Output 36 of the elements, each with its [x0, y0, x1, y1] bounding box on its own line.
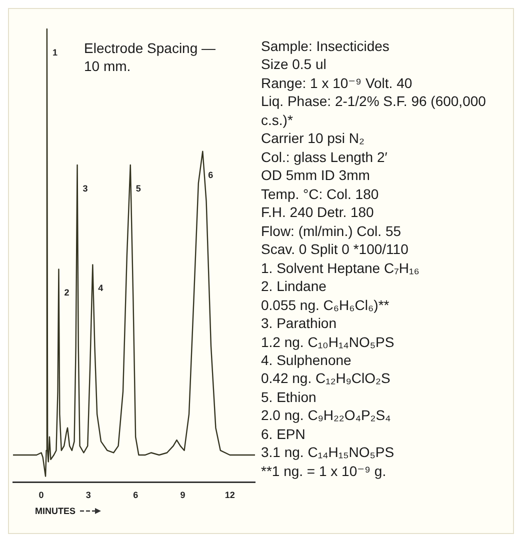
text: Liq. Phase: 2-1/2% S.F. 96 (600,000 c.s.)*: [261, 92, 487, 130]
text: 3.1 ng. C₁₄H₁₅NO₅PS: [261, 443, 396, 462]
text: 0.42 ng. C₁₂H₉ClO₂S: [261, 369, 392, 388]
text: Sample: Insecticides: [261, 37, 390, 56]
text: Temp. °C: Col. 180: [261, 184, 380, 204]
text: 1.2 ng. C₁₀H₁₄NO₅PS: [261, 332, 396, 351]
text: 4. Sulphenone: [261, 350, 352, 370]
x-tick-label: 3: [86, 490, 91, 500]
text: **1 ng. = 1 x 10⁻⁹ g.: [261, 462, 388, 480]
x-tick-label: 6: [133, 490, 138, 500]
text: Col.: glass Length 2′: [261, 148, 388, 166]
annotation: 1: [52, 47, 58, 58]
text: 5. Ethion: [261, 388, 318, 406]
text: 3. Parathion: [261, 314, 338, 332]
annotation: 6: [208, 170, 214, 180]
text: 2.0 ng. C₉H₂₂O₄P₂S₄: [261, 406, 392, 425]
text: Size 0.5 ul: [261, 55, 328, 74]
x-tick-label: 12: [224, 490, 235, 500]
annotation: 2: [64, 288, 70, 298]
text: Range: 1 x 10⁻⁹ Volt. 40: [261, 74, 414, 92]
annotation: Electrode Spacing —10 mm.: [84, 39, 217, 76]
text: 6. EPN: [261, 424, 306, 444]
text: Flow: (ml/min.) Col. 55: [261, 222, 402, 240]
annotation: 3: [82, 183, 88, 194]
text: 0.055 ng. C₆H₆Cl₆)**: [261, 296, 390, 314]
text: 2. Lindane: [261, 277, 328, 296]
x-tick-label: 0: [38, 490, 44, 500]
text: Carrier 10 psi N₂: [261, 129, 366, 148]
text: F.H. 240 Detr. 180: [261, 203, 375, 222]
text: 1. Solvent Heptane C₇H₁₆: [261, 258, 420, 278]
annotation: 5: [136, 183, 141, 194]
x-tick-label: 9: [180, 490, 186, 500]
text: OD 5mm ID 3mm: [261, 166, 371, 185]
x-axis-title: MINUTES: [35, 506, 76, 516]
annotation: 4: [98, 283, 104, 294]
text: Scav. 0 Split 0 *100/110: [261, 240, 410, 259]
